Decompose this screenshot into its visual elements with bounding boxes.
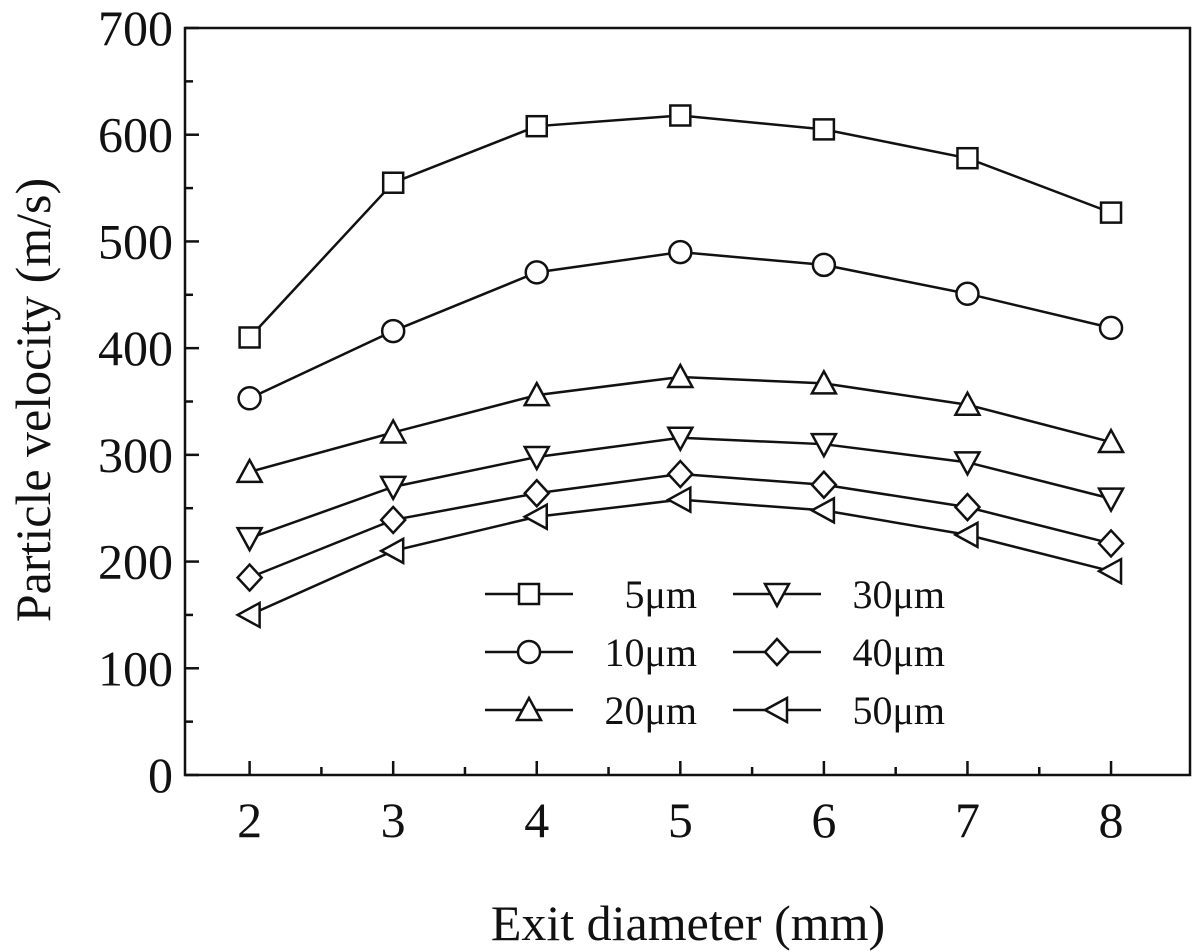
y-tick-label: 100 (98, 640, 173, 696)
data-point (811, 252, 837, 278)
data-point (955, 281, 980, 306)
series-layer (234, 104, 1126, 630)
legend-label: 5μm (624, 572, 697, 617)
data-point (1096, 427, 1126, 454)
data-point (524, 260, 549, 285)
data-point (237, 386, 262, 411)
data-point (953, 451, 982, 477)
x-axis-title: Exit diameter (mm) (491, 895, 885, 951)
x-tick-label: 4 (524, 792, 549, 848)
data-point (1096, 557, 1123, 586)
legend-item: 20μm (485, 688, 697, 733)
data-point (953, 390, 982, 416)
legend: 5μm 10μm 20μm 30μm 40μm 50μm (485, 572, 945, 733)
data-point (952, 520, 979, 549)
data-point (669, 104, 692, 127)
legend-label: 30μm (852, 572, 945, 617)
data-point (809, 496, 836, 525)
data-point (523, 478, 551, 509)
series-line (249, 472, 1112, 579)
data-point (235, 562, 264, 593)
series-1 (237, 239, 1124, 411)
legend-marker (763, 637, 791, 667)
data-point (1097, 528, 1125, 559)
data-point (665, 485, 692, 514)
y-tick-label: 400 (98, 320, 173, 376)
series-2 (235, 362, 1126, 484)
series-4 (235, 459, 1125, 593)
data-point (380, 318, 406, 344)
data-point (522, 380, 551, 407)
legend-marker (516, 639, 542, 665)
y-tick-label: 500 (98, 213, 173, 269)
legend-label: 40μm (852, 630, 945, 675)
x-tick-label: 3 (381, 792, 406, 848)
data-point (238, 326, 261, 349)
data-point (381, 171, 405, 194)
data-point (812, 118, 836, 141)
data-point (953, 492, 982, 522)
data-point (666, 426, 695, 453)
legend-label: 20μm (604, 688, 697, 733)
legend-marker (762, 582, 792, 609)
x-tick-label: 8 (1099, 792, 1124, 848)
axis-ticks: 0 100 200 300 400 500 600 700 2 3 4 5 6 7 8 (98, 0, 1124, 848)
y-tick-label: 0 (148, 747, 173, 803)
data-point (522, 502, 548, 531)
legend-marker (514, 695, 544, 722)
data-point (378, 536, 405, 566)
x-tick-label: 5 (668, 792, 693, 848)
legend-item: 5μm (485, 572, 697, 617)
series-line (249, 375, 1112, 474)
legend-label: 10μm (604, 630, 697, 675)
data-point (522, 445, 551, 472)
series-3 (235, 426, 1126, 553)
series-0 (238, 104, 1123, 349)
data-point (235, 526, 264, 553)
data-point (525, 114, 548, 138)
legend-marker (517, 582, 541, 606)
data-point (379, 475, 408, 502)
legend-marker (762, 695, 789, 725)
data-point (379, 417, 408, 444)
data-point (956, 146, 979, 170)
x-tick-label: 6 (811, 792, 836, 848)
data-point (809, 432, 838, 459)
legend-item: 30μm (733, 572, 945, 617)
data-point (668, 239, 693, 265)
series-line (248, 114, 1112, 339)
legend-item: 10μm (485, 630, 697, 675)
data-point (379, 505, 407, 535)
y-tick-label: 300 (98, 427, 173, 483)
y-tick-label: 200 (98, 534, 173, 590)
data-point (666, 459, 695, 489)
y-axis-title: Particle velocity (m/s) (5, 178, 61, 622)
data-point (1098, 315, 1124, 341)
legend-item: 50μm (733, 688, 945, 733)
data-point (234, 600, 261, 630)
legend-item: 40μm (733, 630, 945, 675)
data-point (235, 457, 264, 484)
y-tick-label: 600 (98, 107, 173, 163)
data-point (1096, 487, 1126, 514)
data-point (809, 368, 838, 395)
data-point (810, 469, 838, 500)
x-tick-label: 7 (955, 792, 980, 848)
series-5 (234, 485, 1123, 630)
x-tick-label: 2 (237, 792, 262, 848)
data-point (666, 362, 695, 389)
y-tick-label: 700 (98, 0, 173, 56)
data-point (1099, 201, 1123, 224)
legend-label: 50μm (852, 688, 945, 733)
